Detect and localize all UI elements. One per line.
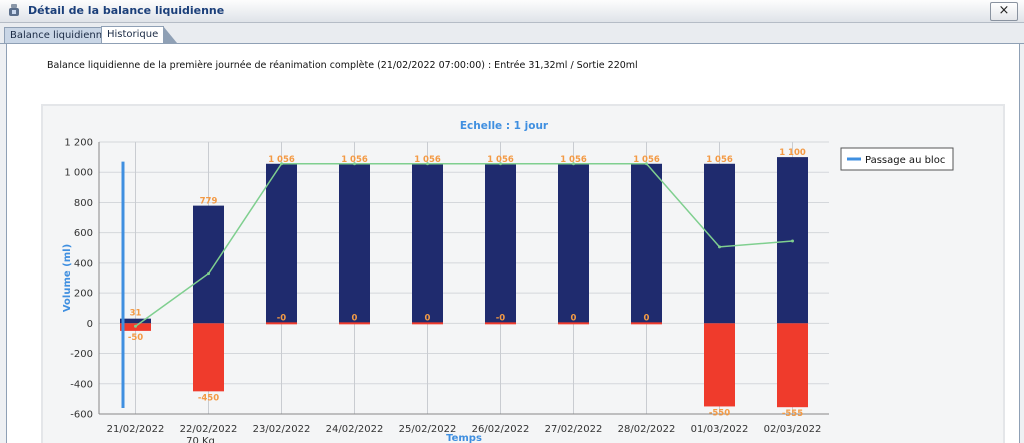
net-balance-line [135,163,793,327]
negative-value-label: -50 [128,333,143,343]
positive-value-label: 1 100 [779,148,806,158]
close-button[interactable]: × [990,2,1018,21]
window-title: Détail de la balance liquidienne [28,4,225,17]
x-tick-label: 25/02/2022 [399,424,457,435]
y-tick-label: 1 200 [64,138,93,149]
negative-bar [339,322,370,325]
negative-bar [412,322,443,325]
fluid-balance-chart: Echelle : 1 jour -600 -400 -200 0 200 400 600 80… [41,104,1005,443]
title-bar: Détail de la balance liquidienne × [0,0,1024,23]
net-balance-point [353,162,356,166]
tab-strip: Balance liquidienne Historique [0,23,1024,44]
y-tick-label: -400 [70,379,93,390]
x-tick-label: 23/02/2022 [253,424,311,435]
negative-value-label: 0 [571,313,577,323]
x-tick-label: 28/02/2022 [618,424,676,435]
net-balance-point [572,162,575,166]
negative-value-label: 0 [352,313,358,323]
negative-bar [266,322,297,325]
y-tick-label: 0 [87,319,93,330]
net-balance-point [718,245,721,249]
tab-historique[interactable]: Historique [101,26,178,43]
legend-label-passage-au-bloc: Passage au bloc [865,155,945,166]
negative-value-label: -555 [782,409,803,419]
x-tick-label: 24/02/2022 [326,424,384,435]
negative-bar [631,322,662,325]
y-tick-label: -600 [70,410,93,421]
x-tick-label: 21/02/2022 [107,424,165,435]
positive-bar [339,163,370,324]
positive-value-label: 1 056 [487,155,514,165]
negative-bar [777,323,808,408]
positive-value-label: 1 056 [414,155,441,165]
net-balance-point [134,324,137,328]
y-tick-label: 1 000 [64,168,93,179]
history-panel: Balance liquidienne de la première journ… [6,44,1020,443]
x-tick-label: 02/03/2022 [764,424,822,435]
negative-value-label: -550 [709,408,730,418]
negative-value-label: 0 [644,313,650,323]
chart-title: Echelle : 1 jour [460,120,549,132]
net-balance-point [207,272,210,276]
positive-bar [704,163,735,324]
balance-summary: Balance liquidienne de la première journ… [47,60,638,71]
x-tick-sublabel: 70 Kg [186,436,215,443]
negative-bar [193,323,224,392]
negative-value-label: -0 [277,313,287,323]
positive-value-label: 1 056 [560,155,587,165]
positive-bar [412,163,443,324]
negative-value-label: -450 [198,393,219,403]
positive-value-label: 1 056 [633,155,660,165]
negative-value-label: 0 [425,313,431,323]
net-balance-point [499,162,502,166]
positive-bar [485,163,516,324]
positive-bar [266,163,297,324]
y-axis-label: Volume (ml) [62,244,73,312]
positive-value-label: 1 056 [706,155,733,165]
legend-box [840,147,954,171]
x-tick-label: 27/02/2022 [545,424,603,435]
x-axis-label: Temps [446,433,482,443]
y-tick-label: -200 [70,349,93,360]
negative-bar [558,322,589,325]
y-tick-label: 800 [74,198,93,209]
negative-value-label: -0 [496,313,506,323]
x-tick-label: 22/02/2022 [180,424,238,435]
net-balance-point [280,162,283,166]
negative-bar [704,323,735,407]
positive-value-label: 1 056 [341,155,368,165]
positive-value-label: 1 056 [268,155,295,165]
negative-bar [485,322,516,325]
positive-bar [193,205,224,324]
tab-balance-liquidienne[interactable]: Balance liquidienne [4,27,115,43]
positive-value-label: 31 [130,309,142,319]
positive-bar [120,318,151,324]
y-tick-label: 200 [74,289,93,300]
net-balance-point [426,162,429,166]
net-balance-point [791,239,794,243]
x-tick-label: 01/03/2022 [691,424,749,435]
positive-bar [631,163,662,324]
positive-value-label: 779 [200,197,218,207]
y-tick-label: 400 [74,258,93,269]
positive-bar [558,163,589,324]
y-tick-label: 600 [74,228,93,239]
app-icon [9,4,19,16]
net-balance-point [645,162,648,166]
x-tick-label: 26/02/2022 [472,424,530,435]
